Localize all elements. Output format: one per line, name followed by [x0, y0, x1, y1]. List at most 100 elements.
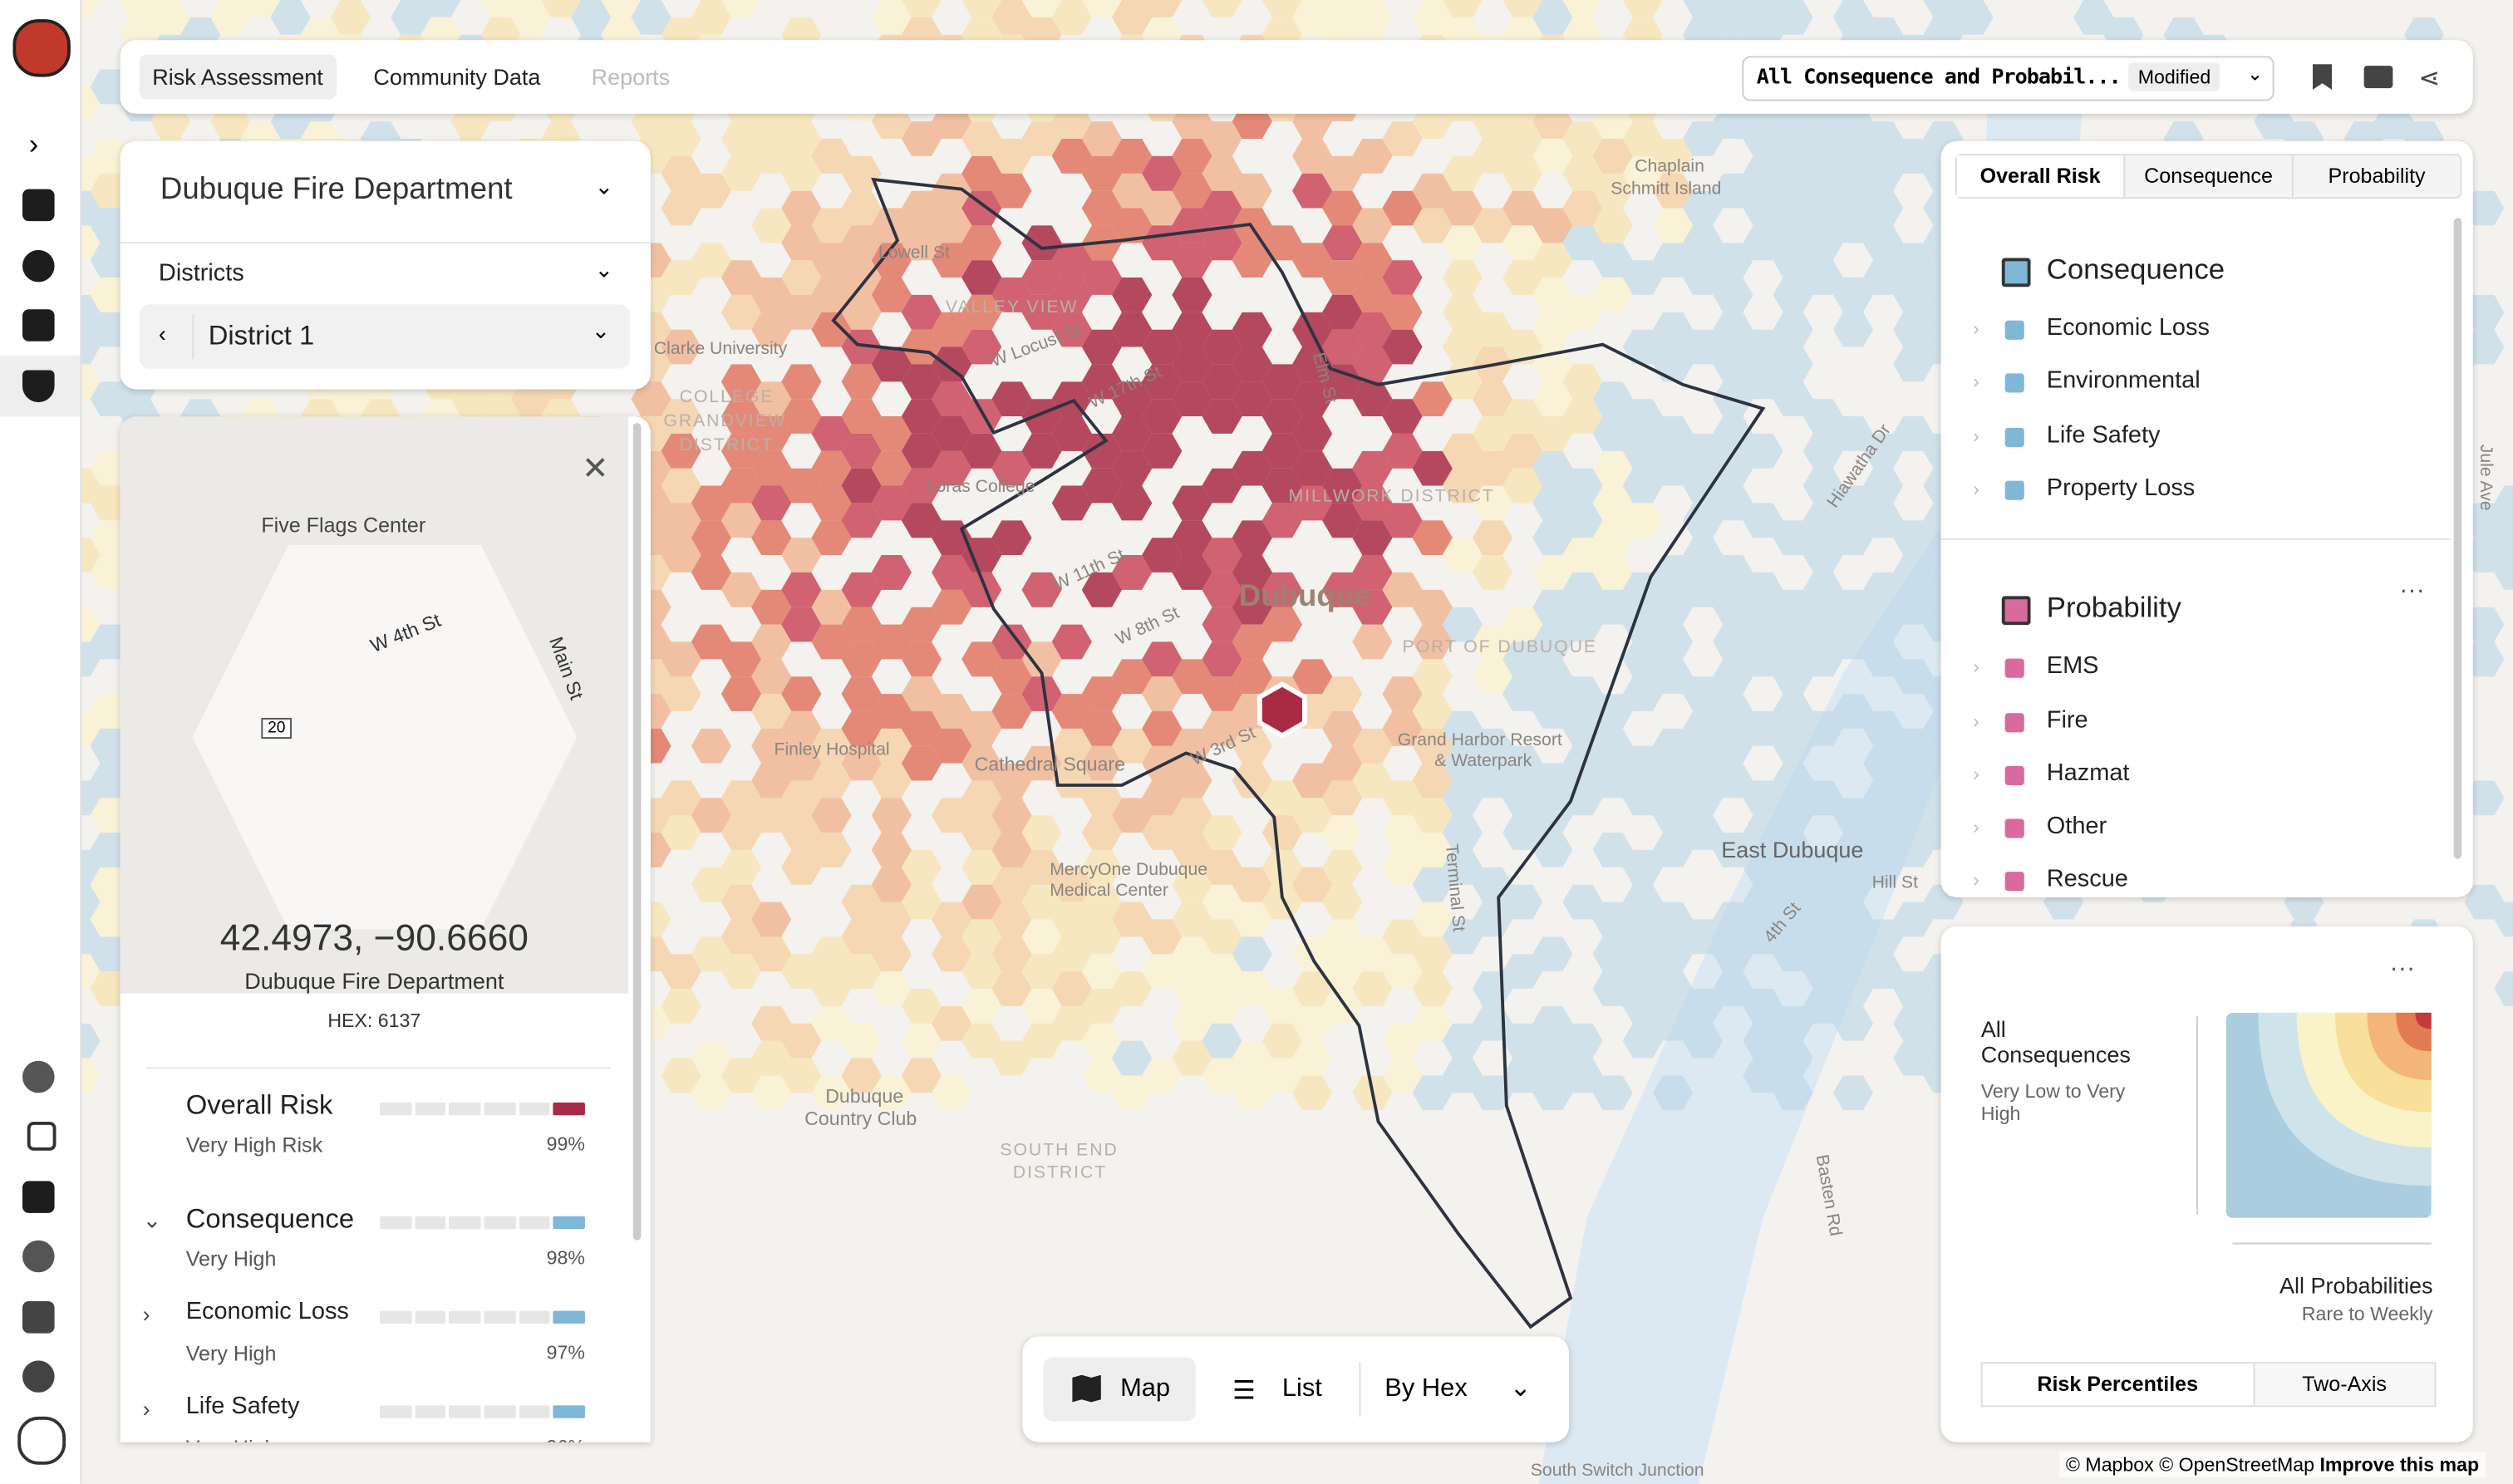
bookmark-icon[interactable]: [2312, 64, 2333, 90]
group-name[interactable]: Probability: [2046, 592, 2181, 624]
layer-name[interactable]: Hazmat: [2046, 759, 2130, 787]
chevron[interactable]: ›: [142, 1300, 150, 1327]
mode[interactable]: Risk Percentiles: [2037, 1371, 2199, 1396]
logo[interactable]: [12, 19, 71, 77]
hex: [1202, 1058, 1242, 1093]
brand-icon[interactable]: [17, 1416, 66, 1465]
hex: [1622, 607, 1663, 642]
risk-name[interactable]: Life Safety: [185, 1392, 300, 1420]
layer-name[interactable]: Fire: [2046, 705, 2088, 734]
settings-icon[interactable]: [22, 1060, 55, 1093]
layer-name[interactable]: Other: [2046, 812, 2107, 840]
mode[interactable]: Two-Axis: [2252, 1364, 2435, 1406]
hex: [1592, 381, 1633, 417]
add-location-icon[interactable]: [22, 249, 55, 283]
hex: [932, 936, 972, 972]
filter[interactable]: Districts: [158, 259, 244, 287]
chevron[interactable]: ›: [1973, 424, 1979, 447]
chevron[interactable]: ›: [1973, 815, 1979, 838]
layer-name[interactable]: Rescue: [2046, 866, 2128, 893]
more-icon[interactable]: ···: [2389, 955, 2416, 983]
shield-icon[interactable]: [22, 370, 55, 403]
place: Five Flags Center: [261, 513, 426, 538]
hex: [1802, 572, 1843, 607]
more-icon[interactable]: ···: [2399, 577, 2425, 605]
tab[interactable]: Overall Risk: [1956, 155, 2124, 198]
home-icon[interactable]: [22, 189, 55, 222]
risk-name[interactable]: Overall Risk: [185, 1089, 333, 1121]
hex: [1592, 485, 1633, 521]
hex: [1021, 884, 1062, 920]
hex: [1292, 1040, 1333, 1076]
district-select[interactable]: ‹ District 1 ⌄: [139, 304, 630, 369]
scenario-select[interactable]: All Consequence and Probabil... Modified…: [1742, 56, 2274, 101]
hex: [1802, 919, 1843, 955]
prev-icon[interactable]: ‹: [158, 320, 166, 346]
chevron[interactable]: ›: [1973, 762, 1979, 785]
chevron[interactable]: ›: [142, 1395, 150, 1422]
chevron[interactable]: ⌄: [594, 256, 614, 283]
folder-icon[interactable]: [2363, 66, 2393, 89]
hex: [781, 155, 822, 191]
chevron[interactable]: ›: [1973, 656, 1979, 679]
share-icon[interactable]: ⋖: [2418, 66, 2441, 93]
hex: [751, 624, 792, 660]
mode-label[interactable]: List: [1281, 1374, 1322, 1403]
layer-name[interactable]: Economic Loss: [2046, 313, 2210, 342]
chevron[interactable]: ⌄: [142, 1206, 162, 1233]
hex: [991, 139, 1032, 174]
hex: [1713, 659, 1753, 695]
risk-name[interactable]: Consequence: [185, 1203, 355, 1234]
layer-name[interactable]: Environmental: [2046, 367, 2201, 396]
hex: [720, 884, 762, 920]
search-icon[interactable]: [22, 1360, 55, 1393]
bracket-icon[interactable]: [27, 1121, 57, 1151]
chevron[interactable]: ›: [1973, 317, 1979, 340]
chart-icon[interactable]: [22, 309, 55, 342]
tab[interactable]: Risk Assessment: [139, 54, 337, 100]
hex: [1081, 884, 1122, 920]
map-label: South End: [1000, 1141, 1119, 1161]
hex: [961, 919, 1002, 955]
chevron[interactable]: ›: [1973, 709, 1979, 732]
layer-name[interactable]: Life Safety: [2046, 420, 2161, 449]
hex: [1292, 763, 1333, 799]
hex: [1862, 155, 1904, 191]
chevron[interactable]: ⌄: [1509, 1374, 1532, 1403]
chevron[interactable]: ⌄: [594, 173, 614, 199]
hex: [751, 763, 792, 799]
expand-icon[interactable]: ›: [28, 128, 39, 160]
learn-icon[interactable]: [22, 1300, 55, 1334]
hex: [1021, 294, 1062, 330]
hex: [391, 0, 431, 35]
hex: [1292, 867, 1333, 902]
hex: [1232, 173, 1272, 209]
attribution-link[interactable]: Improve this map: [2319, 1453, 2480, 1477]
hex: [1112, 139, 1153, 174]
list-icon[interactable]: ☰: [1232, 1378, 1256, 1406]
tab[interactable]: Reports: [591, 64, 671, 90]
group-name[interactable]: Consequence: [2046, 253, 2225, 286]
hex: [1773, 278, 1813, 312]
layer-name[interactable]: EMS: [2046, 652, 2099, 681]
close-button[interactable]: ✕: [582, 451, 609, 488]
map-mode[interactable]: Map: [1043, 1357, 1196, 1422]
help-icon[interactable]: [22, 1240, 55, 1273]
tab[interactable]: Community Data: [373, 64, 541, 90]
list-icon[interactable]: [22, 1181, 55, 1213]
department[interactable]: Dubuque Fire Department: [160, 173, 513, 207]
hex: [1081, 745, 1122, 781]
risk-name[interactable]: Economic Loss: [185, 1298, 349, 1325]
hex: [1893, 589, 1934, 625]
hex: [1202, 954, 1242, 989]
hex: [1172, 971, 1212, 1006]
swatch: [2004, 712, 2024, 732]
tab[interactable]: Probability: [2291, 155, 2461, 198]
tab[interactable]: Consequence: [2123, 155, 2292, 198]
chevron[interactable]: ›: [1973, 869, 1979, 892]
chevron[interactable]: ›: [1973, 371, 1979, 394]
chevron[interactable]: ›: [1973, 477, 1979, 500]
layer-name[interactable]: Property Loss: [2046, 474, 2196, 502]
bar-segment: [553, 1102, 585, 1116]
grouping[interactable]: By Hex: [1384, 1374, 1468, 1403]
